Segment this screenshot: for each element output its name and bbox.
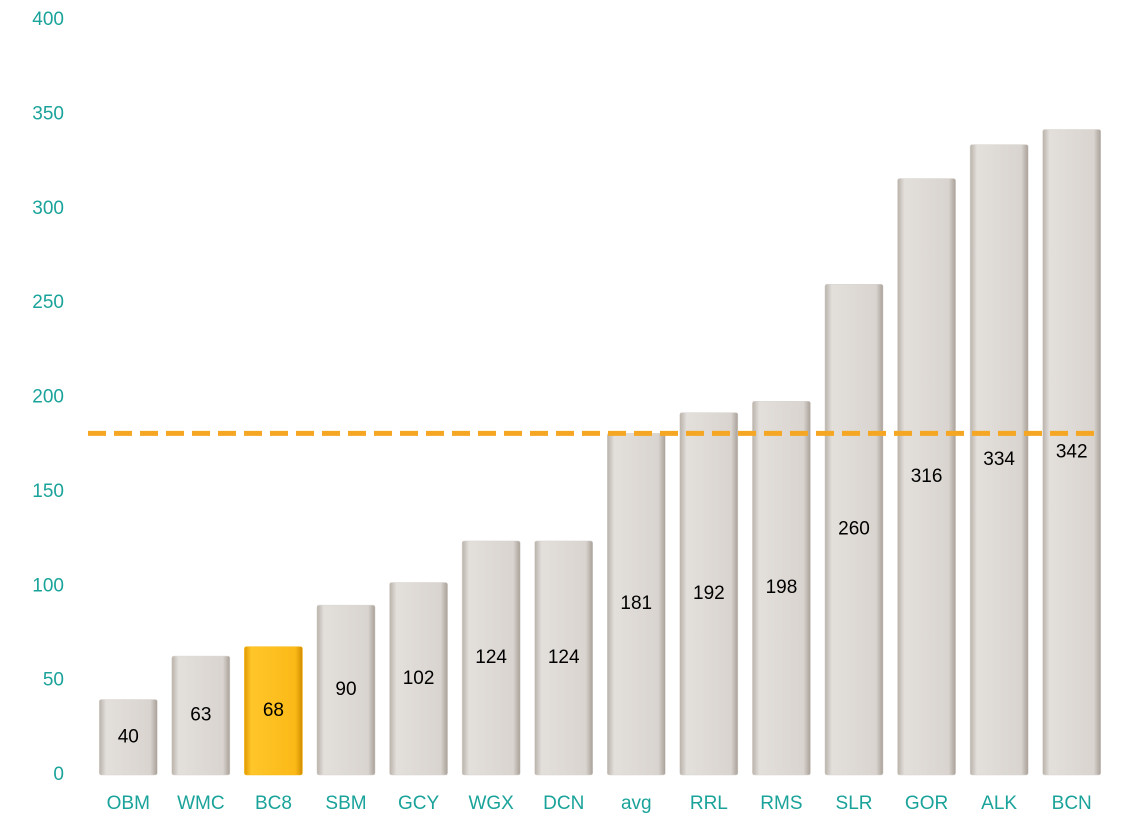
value-label: 68	[263, 700, 284, 721]
bar	[969, 144, 1029, 776]
value-label: 124	[548, 647, 580, 668]
value-label: 102	[403, 668, 435, 689]
bar	[171, 655, 231, 776]
value-label: 124	[475, 647, 507, 668]
y-tick-label: 350	[32, 103, 64, 124]
bar	[824, 284, 884, 776]
y-tick-label: 150	[32, 481, 64, 502]
value-label: 90	[335, 679, 356, 700]
x-tick-label: SLR	[836, 793, 873, 814]
value-label: 198	[766, 577, 798, 598]
y-tick-label: 0	[53, 764, 64, 785]
y-tick-label: 50	[43, 670, 64, 691]
x-tick-label: DCN	[543, 793, 584, 814]
value-label: 40	[118, 726, 139, 747]
value-label: 181	[620, 593, 652, 614]
x-tick-label: ALK	[981, 793, 1017, 814]
bar	[1042, 129, 1101, 776]
x-tick-label: SBM	[325, 793, 366, 814]
x-tick-label: OBM	[107, 793, 150, 814]
y-tick-label: 100	[32, 575, 64, 596]
x-tick-label: avg	[621, 793, 652, 814]
y-tick-label: 300	[32, 198, 64, 219]
y-tick-label: 400	[32, 9, 64, 30]
x-tick-label: BCN	[1052, 793, 1092, 814]
bar	[99, 699, 158, 776]
value-label: 260	[838, 519, 870, 540]
bar	[244, 646, 303, 776]
value-label: 192	[693, 583, 725, 604]
bar	[461, 540, 521, 776]
value-label: 334	[983, 449, 1015, 470]
x-tick-label: WGX	[468, 793, 514, 814]
x-tick-label: GOR	[905, 793, 948, 814]
x-tick-label: WMC	[177, 793, 224, 814]
bar	[316, 604, 376, 776]
x-tick-label: BC8	[255, 793, 292, 814]
x-tick-label: GCY	[398, 793, 440, 814]
y-tick-label: 250	[32, 292, 64, 313]
value-label: 342	[1056, 441, 1088, 462]
bar	[752, 401, 811, 776]
bar	[389, 582, 448, 776]
value-label: 316	[911, 466, 943, 487]
x-tick-label: RRL	[690, 793, 728, 814]
value-label: 63	[190, 705, 211, 726]
x-tick-label: RMS	[760, 793, 802, 814]
y-tick-label: 200	[32, 387, 64, 408]
bar	[897, 178, 956, 776]
bar	[534, 540, 593, 776]
bar	[679, 412, 739, 776]
